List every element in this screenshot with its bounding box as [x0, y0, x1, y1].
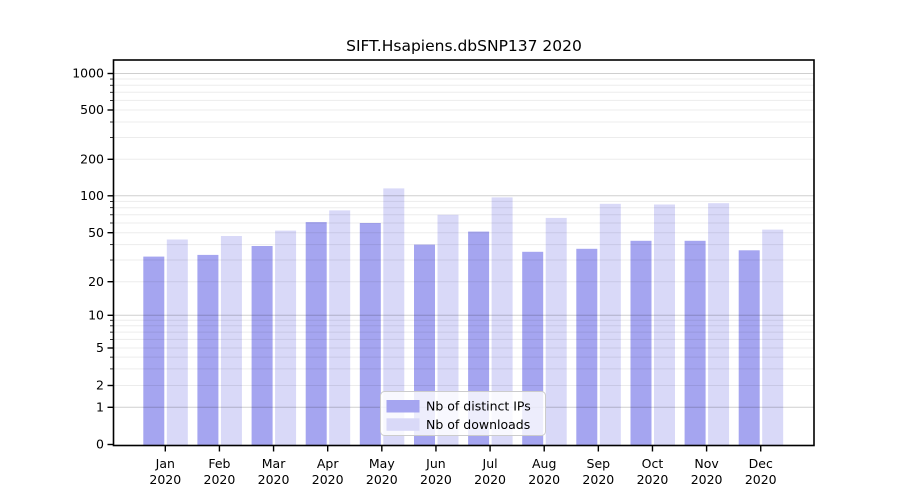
x-axis-tick-label-year: 2020	[258, 472, 290, 487]
y-axis-tick-label: 1	[96, 400, 104, 415]
x-axis-tick-label-year: 2020	[745, 472, 777, 487]
y-axis-tick-label: 0	[96, 437, 104, 452]
x-axis-tick-label-month: Oct	[642, 456, 664, 471]
y-axis-tick-label: 200	[80, 152, 104, 167]
x-axis-tick-label-year: 2020	[474, 472, 506, 487]
legend-label-nb-of-distinct-ips: Nb of distinct IPs	[426, 399, 531, 414]
legend-swatch-nb-of-distinct-ips	[386, 400, 420, 413]
bar-nb-of-distinct-ips-may	[359, 223, 381, 446]
bar-nb-of-downloads-feb	[220, 236, 242, 446]
x-axis-tick-label-month: Sep	[587, 456, 611, 471]
x-axis-tick-label-month: Nov	[694, 456, 719, 471]
y-axis-tick-label: 1000	[72, 66, 104, 81]
bar-nb-of-downloads-apr	[329, 210, 351, 446]
x-axis-tick-label-month: May	[369, 456, 395, 471]
grid-layer	[113, 73, 814, 408]
y-axis-tick-label: 5	[96, 340, 104, 355]
bar-nb-of-distinct-ips-feb	[197, 254, 219, 446]
bar-nb-of-downloads-mar	[275, 230, 297, 446]
x-axis-tick-label-month: Apr	[317, 456, 339, 471]
bar-nb-of-distinct-ips-mar	[251, 246, 273, 446]
legend-box	[380, 391, 546, 436]
y-axis-tick-label: 500	[80, 102, 104, 117]
y-axis-tick-label: 2	[96, 378, 104, 393]
x-axis-tick-label-month: Jan	[155, 456, 175, 471]
legend-label-nb-of-downloads: Nb of downloads	[426, 417, 530, 432]
x-axis-tick-label-month: Dec	[749, 456, 773, 471]
y-axis-tick-label: 20	[88, 274, 104, 289]
bar-nb-of-downloads-aug	[545, 217, 567, 446]
legend-swatch-nb-of-downloads	[386, 418, 420, 431]
bar-nb-of-distinct-ips-oct	[630, 240, 652, 446]
bar-nb-of-distinct-ips-apr	[305, 222, 327, 446]
labels-layer: 01251020501002005001000Jan2020Feb2020Mar…	[72, 66, 776, 487]
bar-nb-of-distinct-ips-nov	[684, 240, 706, 446]
axes-layer	[107, 59, 815, 452]
bar-nb-of-downloads-jan	[166, 239, 188, 446]
bar-nb-of-distinct-ips-dec	[738, 250, 760, 446]
bar-nb-of-downloads-sep	[599, 203, 621, 446]
x-axis-tick-label-year: 2020	[366, 472, 398, 487]
x-axis-tick-label-month: Aug	[532, 456, 556, 471]
chart-title: SIFT.Hsapiens.dbSNP137 2020	[346, 37, 582, 55]
x-axis-tick-label-year: 2020	[528, 472, 560, 487]
x-axis-tick-label-month: Jul	[482, 456, 498, 471]
x-axis-tick-label-year: 2020	[637, 472, 669, 487]
x-axis-tick-label-month: Feb	[208, 456, 230, 471]
x-axis-tick-label-year: 2020	[582, 472, 614, 487]
x-axis-tick-label-month: Jun	[425, 456, 446, 471]
y-axis-tick-label: 10	[88, 308, 104, 323]
plot-border	[112, 59, 815, 447]
bar-nb-of-downloads-may	[383, 188, 405, 446]
bar-nb-of-downloads-jun	[437, 214, 459, 446]
bar-nb-of-distinct-ips-jan	[143, 256, 165, 446]
bar-nb-of-downloads-dec	[762, 229, 784, 446]
x-axis-tick-label-year: 2020	[420, 472, 452, 487]
y-axis-tick-label: 100	[80, 188, 104, 203]
bar-nb-of-downloads-jul	[491, 197, 513, 446]
bar-nb-of-distinct-ips-sep	[576, 248, 598, 446]
x-axis-tick-label-year: 2020	[312, 472, 344, 487]
bar-nb-of-downloads-nov	[708, 203, 730, 446]
y-axis-tick-label: 50	[88, 225, 104, 240]
x-axis-tick-label-year: 2020	[149, 472, 181, 487]
bar-nb-of-downloads-oct	[654, 204, 675, 446]
x-axis-tick-label-year: 2020	[204, 472, 236, 487]
x-axis-tick-label-month: Mar	[262, 456, 286, 471]
x-axis-tick-label-year: 2020	[691, 472, 723, 487]
legend: Nb of distinct IPs Nb of downloads	[380, 391, 546, 436]
